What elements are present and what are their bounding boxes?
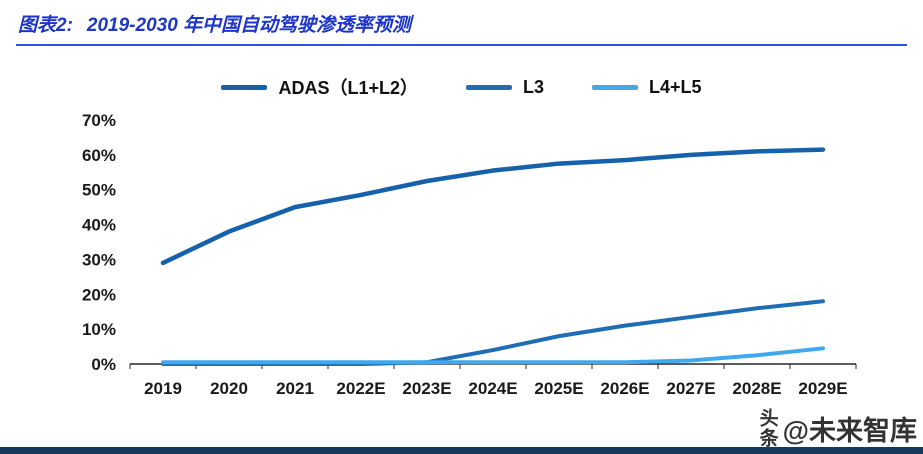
x-tick-label: 2024E (468, 379, 517, 398)
x-tick-label: 2029E (798, 379, 847, 398)
y-tick-label: 0% (91, 355, 116, 374)
figure-title-text: 2019-2030 年中国自动驾驶渗透率预测 (86, 15, 412, 36)
legend-item-l3: L3 (465, 76, 544, 98)
y-tick-label: 50% (82, 181, 116, 200)
x-tick-label: 2026E (600, 379, 649, 398)
x-tick-label: 2023E (402, 379, 451, 398)
y-tick-label: 10% (82, 320, 116, 339)
y-tick-label: 30% (82, 250, 116, 269)
y-tick-label: 60% (82, 146, 116, 165)
y-tick-label: 20% (82, 285, 116, 304)
legend-swatch-l3 (465, 84, 512, 90)
legend-swatch-adas (221, 84, 268, 90)
x-tick-label: 2025E (534, 379, 583, 398)
x-tick-label: 2019 (144, 379, 182, 398)
series-line-1 (161, 299, 825, 366)
watermark-horizontal-text: @未来智库 (782, 415, 917, 446)
legend-item-adas: ADAS（L1+L2） (221, 74, 418, 100)
bottom-accent-bar (0, 447, 923, 454)
figure-title: 图表2: 2019-2030 年中国自动驾驶渗透率预测 (0, 0, 923, 37)
title-underline (16, 44, 907, 46)
legend-label-adas: ADAS（L1+L2） (278, 78, 418, 98)
series-line-2 (161, 346, 825, 365)
x-tick-label: 2027E (666, 379, 715, 398)
x-tick-label: 2022E (336, 379, 385, 398)
series-line-0 (160, 147, 826, 266)
chart-legend: ADAS（L1+L2） L3 L4+L5 (0, 74, 923, 100)
line-chart: 0% 10% 20% 30% 40% 50% 60% 70% 2019 2020 2021 2022E… (82, 111, 857, 398)
y-tick-label: 70% (82, 111, 116, 130)
x-tick-label: 2020 (210, 379, 248, 398)
figure-label: 图表2: (18, 15, 73, 36)
legend-item-l4l5: L4+L5 (592, 77, 702, 98)
watermark-vertical-text: 头条 (756, 408, 778, 448)
x-tick-label: 2028E (732, 379, 781, 398)
watermark: 头条 @未来智库 (754, 408, 917, 448)
legend-label-l3: L3 (522, 76, 544, 97)
x-tick-label: 2021 (276, 379, 314, 398)
legend-swatch-l4l5 (592, 84, 638, 90)
legend-label-l4l5: L4+L5 (649, 76, 702, 97)
y-tick-label: 40% (82, 216, 116, 235)
